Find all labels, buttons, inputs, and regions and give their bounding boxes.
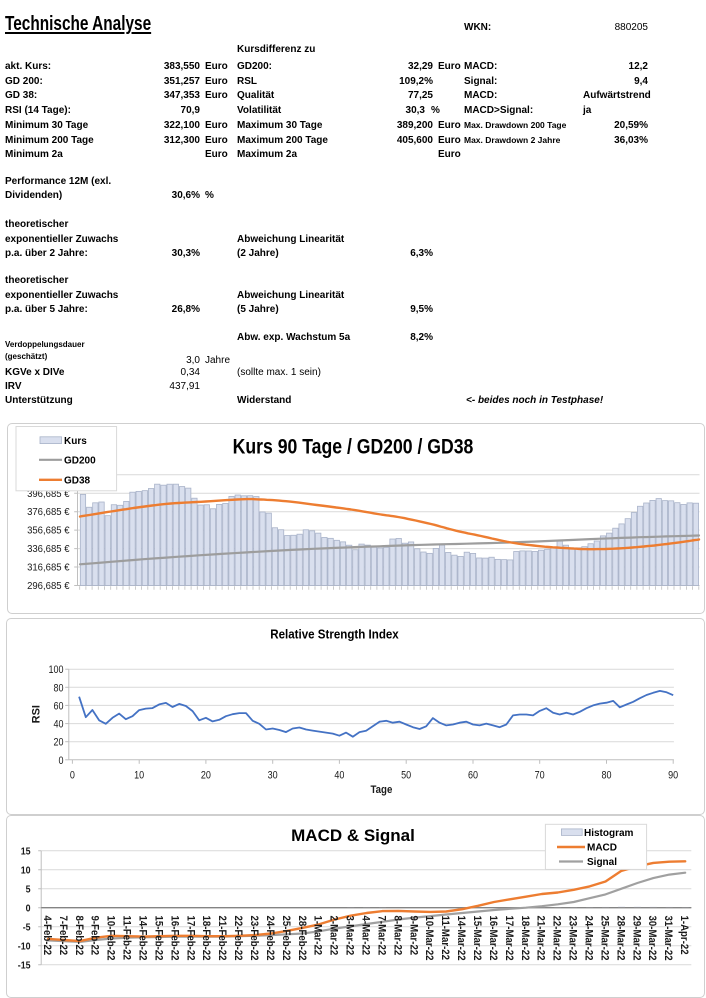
svg-text:70: 70 xyxy=(535,769,545,781)
svg-text:15-Feb-22: 15-Feb-22 xyxy=(152,916,165,961)
svg-text:60: 60 xyxy=(468,769,478,781)
svg-text:24-Mar-22: 24-Mar-22 xyxy=(582,915,595,960)
svg-text:2-Mar-22: 2-Mar-22 xyxy=(327,916,340,956)
svg-text:0: 0 xyxy=(58,755,63,767)
svg-text:40: 40 xyxy=(53,718,63,730)
svg-text:14-Mar-22: 14-Mar-22 xyxy=(455,916,468,961)
svg-text:7-Mar-22: 7-Mar-22 xyxy=(375,916,388,956)
svg-text:5: 5 xyxy=(26,884,32,896)
svg-text:Kurs 90 Tage / GD200 / GD38: Kurs 90 Tage / GD200 / GD38 xyxy=(233,435,474,459)
svg-text:11-Mar-22: 11-Mar-22 xyxy=(439,916,452,961)
svg-text:11-Feb-22: 11-Feb-22 xyxy=(120,916,133,961)
svg-text:0: 0 xyxy=(26,903,31,915)
svg-text:-5: -5 xyxy=(23,922,31,934)
svg-text:Histogram: Histogram xyxy=(584,828,634,839)
svg-text:0: 0 xyxy=(70,769,75,781)
svg-text:20: 20 xyxy=(201,769,211,781)
svg-text:40: 40 xyxy=(334,769,344,781)
svg-text:RSI: RSI xyxy=(31,705,43,723)
svg-text:22-Mar-22: 22-Mar-22 xyxy=(550,916,563,961)
svg-text:Tage: Tage xyxy=(370,784,392,796)
svg-text:21-Mar-22: 21-Mar-22 xyxy=(534,916,547,961)
svg-text:29-Mar-22: 29-Mar-22 xyxy=(630,916,643,961)
svg-text:8-Feb-22: 8-Feb-22 xyxy=(73,916,86,956)
svg-text:15: 15 xyxy=(21,846,31,858)
svg-text:396,685 €: 396,685 € xyxy=(27,488,70,500)
svg-text:23-Mar-22: 23-Mar-22 xyxy=(566,915,579,960)
svg-text:20: 20 xyxy=(53,736,63,748)
svg-text:376,685 €: 376,685 € xyxy=(27,507,70,519)
svg-text:18-Mar-22: 18-Mar-22 xyxy=(519,916,532,961)
svg-text:23-Feb-22: 23-Feb-22 xyxy=(248,916,261,961)
svg-text:356,685 €: 356,685 € xyxy=(27,525,70,537)
svg-text:31-Mar-22: 31-Mar-22 xyxy=(662,915,675,960)
svg-text:4-Mar-22: 4-Mar-22 xyxy=(359,916,372,956)
svg-text:17-Mar-22: 17-Mar-22 xyxy=(503,916,516,961)
svg-text:28-Mar-22: 28-Mar-22 xyxy=(614,916,627,961)
svg-text:1-Apr-22: 1-Apr-22 xyxy=(678,915,691,954)
svg-text:17-Feb-22: 17-Feb-22 xyxy=(184,916,197,961)
svg-text:21-Feb-22: 21-Feb-22 xyxy=(216,916,229,961)
svg-text:90: 90 xyxy=(668,769,678,781)
svg-text:8-Mar-22: 8-Mar-22 xyxy=(391,916,404,956)
svg-text:4-Feb-22: 4-Feb-22 xyxy=(41,916,54,956)
svg-text:MACD & Signal: MACD & Signal xyxy=(291,826,415,845)
svg-text:60: 60 xyxy=(53,700,63,712)
svg-text:80: 80 xyxy=(53,682,63,694)
svg-text:30: 30 xyxy=(268,769,278,781)
svg-text:MACD: MACD xyxy=(587,843,617,854)
svg-text:296,685 €: 296,685 € xyxy=(27,581,70,593)
svg-text:16-Mar-22: 16-Mar-22 xyxy=(487,916,500,961)
svg-text:25-Mar-22: 25-Mar-22 xyxy=(598,916,611,961)
svg-text:16-Feb-22: 16-Feb-22 xyxy=(168,916,181,961)
svg-text:Kurs: Kurs xyxy=(64,436,87,447)
svg-text:15-Mar-22: 15-Mar-22 xyxy=(471,916,484,961)
svg-text:10: 10 xyxy=(134,769,144,781)
svg-text:316,685 €: 316,685 € xyxy=(27,562,70,574)
svg-text:10-Mar-22: 10-Mar-22 xyxy=(423,916,436,961)
svg-text:25-Feb-22: 25-Feb-22 xyxy=(280,916,293,961)
svg-text:9-Mar-22: 9-Mar-22 xyxy=(407,916,420,956)
svg-text:22-Feb-22: 22-Feb-22 xyxy=(232,916,245,961)
svg-text:28-Feb-22: 28-Feb-22 xyxy=(296,916,309,961)
svg-text:30-Mar-22: 30-Mar-22 xyxy=(646,916,659,961)
svg-text:7-Feb-22: 7-Feb-22 xyxy=(57,916,70,956)
svg-text:80: 80 xyxy=(601,769,611,781)
svg-text:3-Mar-22: 3-Mar-22 xyxy=(343,916,356,956)
svg-text:100: 100 xyxy=(48,664,63,676)
svg-text:10: 10 xyxy=(21,865,31,877)
svg-text:-15: -15 xyxy=(18,960,31,972)
svg-text:10-Feb-22: 10-Feb-22 xyxy=(104,916,117,961)
svg-text:18-Feb-22: 18-Feb-22 xyxy=(200,916,213,961)
svg-text:24-Feb-22: 24-Feb-22 xyxy=(264,916,277,961)
svg-text:9-Feb-22: 9-Feb-22 xyxy=(88,916,101,956)
svg-text:GD38: GD38 xyxy=(64,475,91,486)
svg-text:Signal: Signal xyxy=(587,857,617,868)
svg-text:14-Feb-22: 14-Feb-22 xyxy=(136,916,149,961)
svg-text:-10: -10 xyxy=(18,941,31,953)
svg-text:50: 50 xyxy=(401,769,411,781)
svg-text:336,685 €: 336,685 € xyxy=(27,544,70,556)
svg-text:GD200: GD200 xyxy=(64,455,96,466)
svg-text:Relative Strength Index: Relative Strength Index xyxy=(270,627,399,642)
svg-text:1-Mar-22: 1-Mar-22 xyxy=(311,916,324,956)
